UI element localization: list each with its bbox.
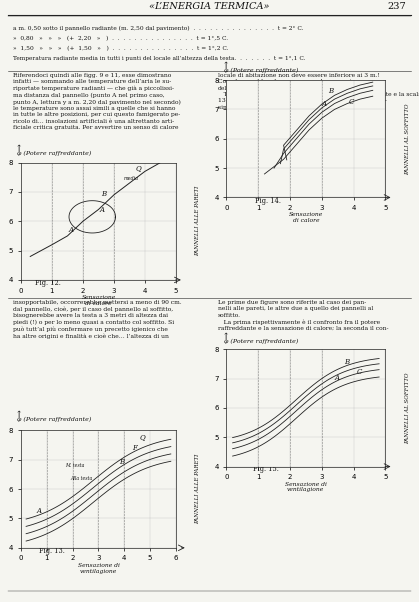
Text: ↑: ↑: [222, 332, 230, 341]
Text: Fig. 14.: Fig. 14.: [255, 197, 281, 205]
Text: B: B: [101, 190, 107, 198]
Text: F: F: [132, 444, 137, 452]
Text: Temperatura radiante media in tutti i punti del locale all’altezza della testa. : Temperatura radiante media in tutti i pu…: [13, 56, 305, 61]
Text: 237: 237: [388, 2, 406, 11]
Text: ↑: ↑: [222, 61, 230, 70]
Text: φ (Potere raffreddante): φ (Potere raffreddante): [224, 68, 299, 73]
Text: Fig. 15.: Fig. 15.: [253, 465, 279, 473]
Text: a m. 0,50 sotto il pannello radiante (m. 2,50 dal pavimento)  .  .  .  .  .  .  : a m. 0,50 sotto il pannello radiante (m.…: [13, 25, 303, 31]
Text: Q: Q: [140, 433, 145, 441]
Text: φ (Potere raffreddante): φ (Potere raffreddante): [17, 417, 91, 423]
Text: A: A: [322, 101, 327, 108]
Text: «L’ENERGIA TERMICA»: «L’ENERGIA TERMICA»: [149, 2, 270, 11]
X-axis label: Sensazione di
ventilagione: Sensazione di ventilagione: [285, 482, 327, 492]
Text: PANNELLI ALLE PARETI: PANNELLI ALLE PARETI: [194, 186, 199, 256]
Text: Fig. 13.: Fig. 13.: [39, 547, 65, 554]
Text: A: A: [100, 206, 105, 214]
Text: φ (Potere raffreddante): φ (Potere raffreddante): [224, 339, 299, 344]
Text: Riferendoci quindi alle figg. 9 e 11, esse dimostrano
infatti — sommando alle te: Riferendoci quindi alle figg. 9 e 11, es…: [13, 73, 181, 130]
Text: M. testa: M. testa: [65, 463, 84, 468]
Text: C: C: [349, 98, 354, 105]
Text: »  0,80   »   »   »   (+  2,20   »   )  .  .  .  .  .  .  .  .  .  .  .  .  .  .: » 0,80 » » » (+ 2,20 » ) . . . . . . . .…: [13, 36, 228, 41]
Text: A: A: [69, 226, 74, 234]
Text: locale di abitazione non deve essere inferiore ai 3 m.!
Con che ne abbonda ancor: locale di abitazione non deve essere inf…: [218, 73, 419, 110]
Text: PANNELLI AL SOFFITTO: PANNELLI AL SOFFITTO: [405, 372, 410, 444]
Text: C: C: [357, 368, 362, 376]
Text: Fig. 12.: Fig. 12.: [35, 279, 61, 287]
X-axis label: Sensazione
di calore: Sensazione di calore: [289, 213, 323, 223]
X-axis label: Sensazione
di calore: Sensazione di calore: [81, 295, 116, 306]
Text: B: B: [328, 87, 333, 95]
X-axis label: Sensazione di
ventilagione: Sensazione di ventilagione: [78, 563, 119, 574]
Text: Q: Q: [136, 164, 142, 172]
Text: ↑: ↑: [15, 411, 23, 420]
Text: media: media: [123, 176, 138, 181]
Text: PANNELLI AL SOFFITTO: PANNELLI AL SOFFITTO: [405, 103, 410, 175]
Text: A: A: [334, 374, 339, 382]
Text: PANNELLI ALLE PARETI: PANNELLI ALLE PARETI: [194, 454, 199, 524]
Text: φ (Potere raffreddante): φ (Potere raffreddante): [17, 151, 91, 157]
Text: Alla testa: Alla testa: [70, 476, 92, 482]
Text: Le prime due figure sono riferite al caso dei pan-
nelli alle pareti, le altre d: Le prime due figure sono riferite al cas…: [218, 300, 388, 331]
Text: »  1,50   »   »   »   (+  1,50   »   )  .  .  .  .  .  .  .  .  .  .  .  .  .  .: » 1,50 » » » (+ 1,50 » ) . . . . . . . .…: [13, 46, 228, 51]
Text: B: B: [344, 358, 349, 366]
Text: insopportabile, occorrerebbe mettersi a meno di 90 cm.
dal pannello, cioè, per i: insopportabile, occorrerebbe mettersi a …: [13, 300, 181, 339]
Text: A: A: [36, 507, 41, 515]
Text: B: B: [119, 458, 124, 466]
Text: ↑: ↑: [15, 144, 23, 154]
